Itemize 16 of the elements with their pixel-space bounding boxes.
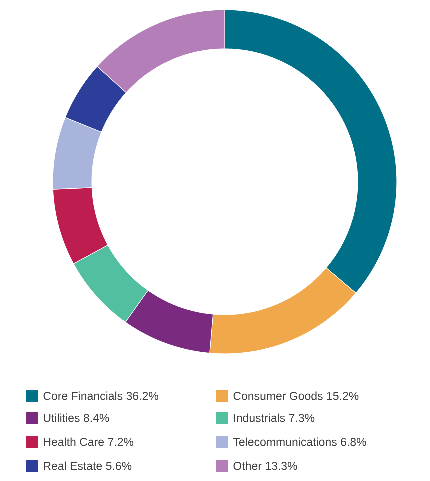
data-label: 36.2% xyxy=(126,392,158,400)
legend-label: Telecommunications xyxy=(233,438,337,446)
legend-label: Consumer Goods xyxy=(234,392,323,400)
data-label: 13.3% xyxy=(266,462,298,470)
data-label: 6.8% xyxy=(341,438,366,446)
legend-label: Other xyxy=(234,462,262,470)
data-label: 7.2% xyxy=(108,438,134,446)
data-label: 15.2% xyxy=(327,392,359,400)
legend-label: Industrials xyxy=(234,414,286,422)
legend-label: Real Estate xyxy=(44,462,102,470)
data-label: 5.6% xyxy=(106,462,132,470)
legend-label: Core Financials xyxy=(44,392,123,400)
legend-label: Utilities xyxy=(44,414,80,422)
data-label: 7.3% xyxy=(289,414,315,422)
data-label: 8.4% xyxy=(84,414,110,422)
legend-label: Health Care xyxy=(44,438,104,446)
